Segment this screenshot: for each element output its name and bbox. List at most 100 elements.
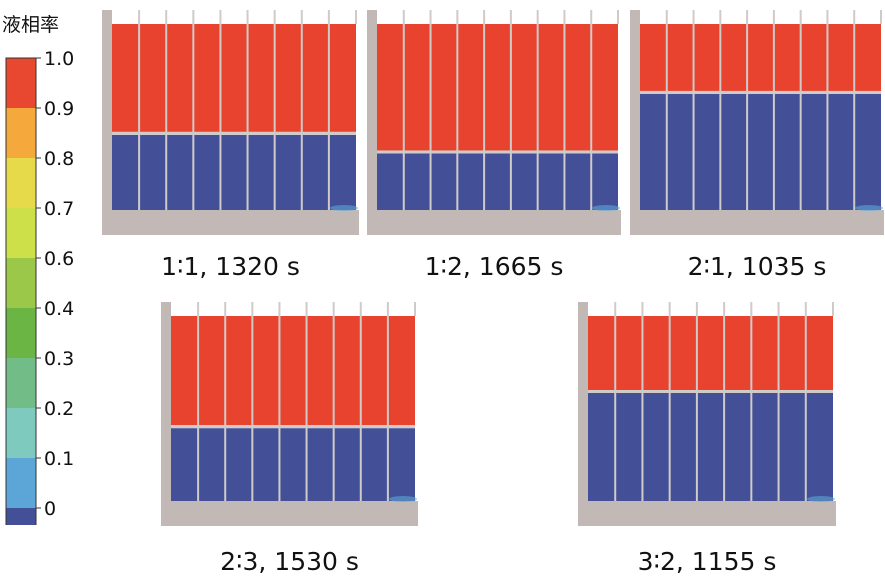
container-base — [102, 210, 359, 235]
color-legend: 1.0 0.9 0.8 0.7 0.6 0.4 0.3 0.2 0.1 0 — [5, 48, 74, 525]
fin — [224, 302, 227, 501]
solid-region — [112, 134, 356, 210]
legend-tick-label: 0.8 — [44, 148, 74, 170]
interface-line — [377, 150, 618, 154]
fin — [278, 302, 281, 501]
container-wall — [102, 10, 112, 235]
panel-caption: 3∶2, 1155 s — [637, 547, 777, 576]
fin — [429, 10, 432, 210]
legend-swatch — [6, 158, 36, 208]
fin — [692, 10, 695, 210]
melt-front — [807, 496, 835, 502]
fin — [614, 302, 617, 501]
interface-line — [112, 131, 356, 135]
interface-line — [640, 90, 881, 94]
fin — [273, 10, 276, 210]
fin — [402, 10, 405, 210]
fin — [668, 302, 671, 501]
fin — [695, 302, 698, 501]
container-wall — [161, 302, 171, 526]
fin — [300, 10, 303, 210]
container-base — [161, 501, 418, 526]
panel-caption: 1∶2, 1665 s — [424, 252, 564, 281]
fin — [359, 302, 362, 501]
panel-1-1 — [102, 10, 359, 235]
legend-tick-label: 0.9 — [44, 98, 74, 120]
fin — [719, 10, 722, 210]
fin — [777, 302, 780, 501]
fin — [327, 10, 330, 210]
legend-tick-label: 0.7 — [44, 198, 74, 220]
legend-tick-label: 0.2 — [44, 398, 74, 420]
fin — [483, 10, 486, 210]
interface-line — [588, 390, 833, 393]
legend-swatch — [6, 208, 36, 258]
container-wall — [630, 10, 640, 235]
container-base — [578, 501, 836, 526]
melted-region — [588, 316, 833, 390]
fin — [386, 302, 389, 501]
legend-swatch — [6, 358, 36, 408]
melted-region — [171, 316, 415, 426]
panel-caption: 2∶3, 1530 s — [220, 547, 359, 576]
legend-tick-label: 0.4 — [44, 298, 74, 320]
fin — [617, 10, 619, 24]
solid-region — [377, 153, 618, 210]
fin — [804, 302, 807, 501]
fin — [332, 302, 335, 501]
legend-swatch — [6, 408, 36, 458]
fin — [509, 10, 512, 210]
solid-region — [588, 393, 833, 501]
legend-title: 液相率 — [2, 14, 60, 36]
melt-front — [592, 205, 620, 211]
fin — [826, 10, 829, 210]
fin — [880, 10, 882, 24]
fin — [832, 302, 834, 316]
fin — [219, 10, 222, 210]
panel-1-2 — [367, 10, 621, 235]
legend-tick-label: 0.6 — [44, 248, 74, 270]
fin — [165, 10, 168, 210]
melted-region — [112, 24, 356, 132]
panel-caption: 2∶1, 1035 s — [687, 252, 827, 281]
fin — [590, 10, 593, 210]
legend-tick-label: 1.0 — [44, 48, 74, 70]
fin — [746, 10, 749, 210]
panel-2-3 — [161, 302, 418, 526]
container-base — [367, 210, 621, 235]
fin — [246, 10, 249, 210]
melted-region — [640, 24, 881, 91]
melt-front — [330, 205, 358, 211]
fin — [138, 10, 141, 210]
fin — [750, 302, 753, 501]
interface-line — [171, 425, 415, 429]
fin — [799, 10, 802, 210]
container-wall — [578, 302, 588, 526]
fin — [197, 302, 200, 501]
fin — [772, 10, 775, 210]
legend-swatch — [6, 108, 36, 158]
container-base — [630, 210, 884, 235]
panel-2-1 — [630, 10, 884, 235]
panel-caption: 1∶1, 1320 s — [161, 252, 300, 281]
melted-region — [377, 24, 618, 151]
fin — [563, 10, 566, 210]
container-wall — [367, 10, 377, 235]
fin — [536, 10, 539, 210]
legend-tick-label: 0.1 — [44, 448, 74, 470]
legend-swatch — [6, 308, 36, 358]
legend-swatch — [6, 508, 36, 525]
legend-swatch — [6, 458, 36, 508]
fin — [853, 10, 856, 210]
melt-front — [389, 496, 417, 502]
solid-region — [171, 428, 415, 501]
fin — [641, 302, 644, 501]
fin — [414, 302, 416, 316]
fin — [192, 10, 195, 210]
fin — [251, 302, 254, 501]
fin — [355, 10, 357, 24]
solid-region — [640, 93, 881, 210]
legend-swatch — [6, 58, 36, 108]
fin — [665, 10, 668, 210]
legend-tick-label: 0.3 — [44, 348, 74, 370]
